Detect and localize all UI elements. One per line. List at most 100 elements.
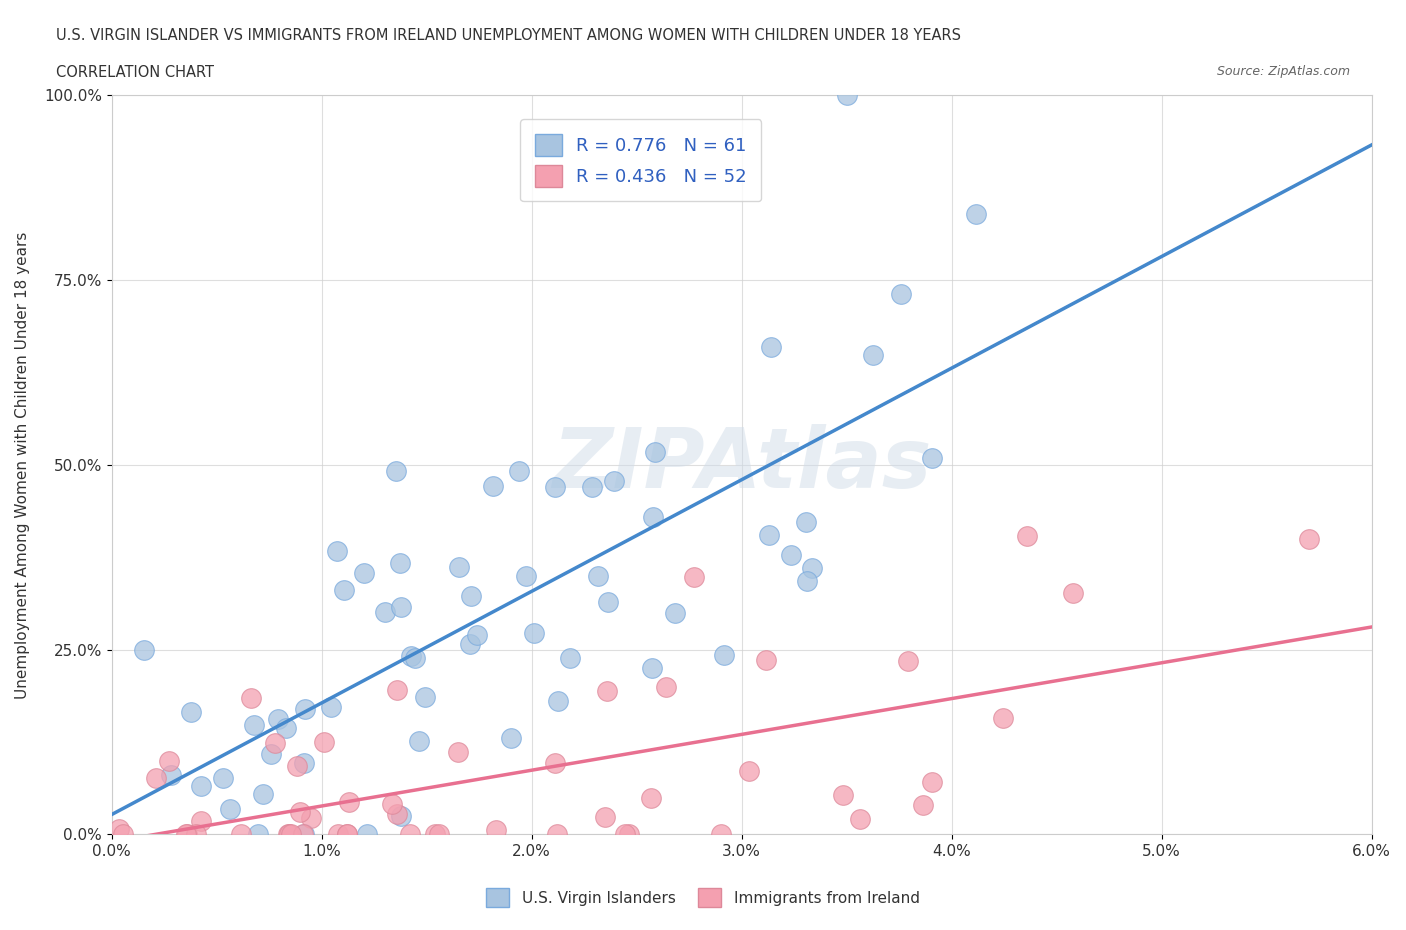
Point xyxy=(581,480,603,495)
Point xyxy=(595,810,617,825)
Point xyxy=(617,827,640,842)
Point xyxy=(1062,585,1084,600)
Point xyxy=(713,647,735,662)
Point xyxy=(292,827,315,842)
Point xyxy=(465,627,488,642)
Point xyxy=(277,827,299,842)
Point xyxy=(381,796,404,811)
Point xyxy=(664,606,686,621)
Point xyxy=(159,767,181,782)
Point xyxy=(586,568,609,583)
Point xyxy=(312,735,335,750)
Text: Source: ZipAtlas.com: Source: ZipAtlas.com xyxy=(1216,65,1350,78)
Point xyxy=(274,721,297,736)
Point xyxy=(458,637,481,652)
Point xyxy=(482,478,505,493)
Point xyxy=(523,625,546,640)
Point xyxy=(499,730,522,745)
Point xyxy=(897,654,920,669)
Point xyxy=(755,652,778,667)
Point xyxy=(385,464,408,479)
Point xyxy=(596,684,619,698)
Y-axis label: Unemployment Among Women with Children Under 18 years: Unemployment Among Women with Children U… xyxy=(15,232,30,698)
Point xyxy=(643,509,665,524)
Point xyxy=(682,570,704,585)
Point xyxy=(965,206,987,221)
Point xyxy=(389,808,412,823)
Point xyxy=(157,753,180,768)
Point xyxy=(111,827,134,842)
Point xyxy=(294,702,316,717)
Point xyxy=(186,827,208,842)
Point xyxy=(801,560,824,575)
Point xyxy=(280,827,302,842)
Point xyxy=(449,559,471,574)
Point xyxy=(404,651,426,666)
Point xyxy=(640,790,662,805)
Point xyxy=(291,827,314,842)
Point xyxy=(301,810,323,825)
Point xyxy=(558,650,581,665)
Point xyxy=(211,770,233,785)
Point xyxy=(260,746,283,761)
Point xyxy=(288,804,311,819)
Text: CORRELATION CHART: CORRELATION CHART xyxy=(56,65,214,80)
Point xyxy=(890,286,912,301)
Point xyxy=(447,744,470,759)
Point xyxy=(603,473,626,488)
Point xyxy=(598,594,620,609)
Point xyxy=(547,694,569,709)
Point xyxy=(389,600,412,615)
Point xyxy=(387,807,409,822)
Point xyxy=(176,827,198,842)
Point xyxy=(862,348,884,363)
Point xyxy=(427,827,450,842)
Point xyxy=(399,827,422,842)
Legend: U.S. Virgin Islanders, Immigrants from Ireland: U.S. Virgin Islanders, Immigrants from I… xyxy=(481,883,925,913)
Point xyxy=(337,794,360,809)
Point xyxy=(780,548,803,563)
Point xyxy=(229,827,252,842)
Point xyxy=(356,827,378,842)
Point xyxy=(613,827,636,842)
Point xyxy=(277,827,299,842)
Point xyxy=(252,787,274,802)
Point xyxy=(1017,529,1039,544)
Point xyxy=(326,543,349,558)
Point xyxy=(190,778,212,793)
Point xyxy=(180,704,202,719)
Point xyxy=(246,827,269,842)
Point xyxy=(321,699,343,714)
Point xyxy=(425,827,447,842)
Point xyxy=(515,569,537,584)
Point xyxy=(264,736,287,751)
Legend: R = 0.776   N = 61, R = 0.436   N = 52: R = 0.776 N = 61, R = 0.436 N = 52 xyxy=(520,119,761,201)
Point xyxy=(389,556,412,571)
Text: ZIPAtlas: ZIPAtlas xyxy=(553,424,931,505)
Point xyxy=(761,339,783,354)
Point xyxy=(243,718,266,733)
Point xyxy=(145,771,167,786)
Point xyxy=(1298,531,1320,546)
Point xyxy=(991,711,1014,726)
Point xyxy=(326,827,349,842)
Point xyxy=(921,450,943,465)
Point xyxy=(333,583,356,598)
Point xyxy=(546,827,568,842)
Point xyxy=(544,755,567,770)
Point xyxy=(336,827,359,842)
Point xyxy=(408,734,430,749)
Point xyxy=(267,711,290,726)
Point xyxy=(190,814,212,829)
Point xyxy=(218,802,240,817)
Point xyxy=(832,788,855,803)
Point xyxy=(292,755,315,770)
Point xyxy=(374,604,396,619)
Point xyxy=(285,759,308,774)
Point xyxy=(544,480,567,495)
Point xyxy=(336,827,359,842)
Point xyxy=(132,643,155,658)
Point xyxy=(737,764,759,778)
Point xyxy=(399,648,422,663)
Point xyxy=(758,528,780,543)
